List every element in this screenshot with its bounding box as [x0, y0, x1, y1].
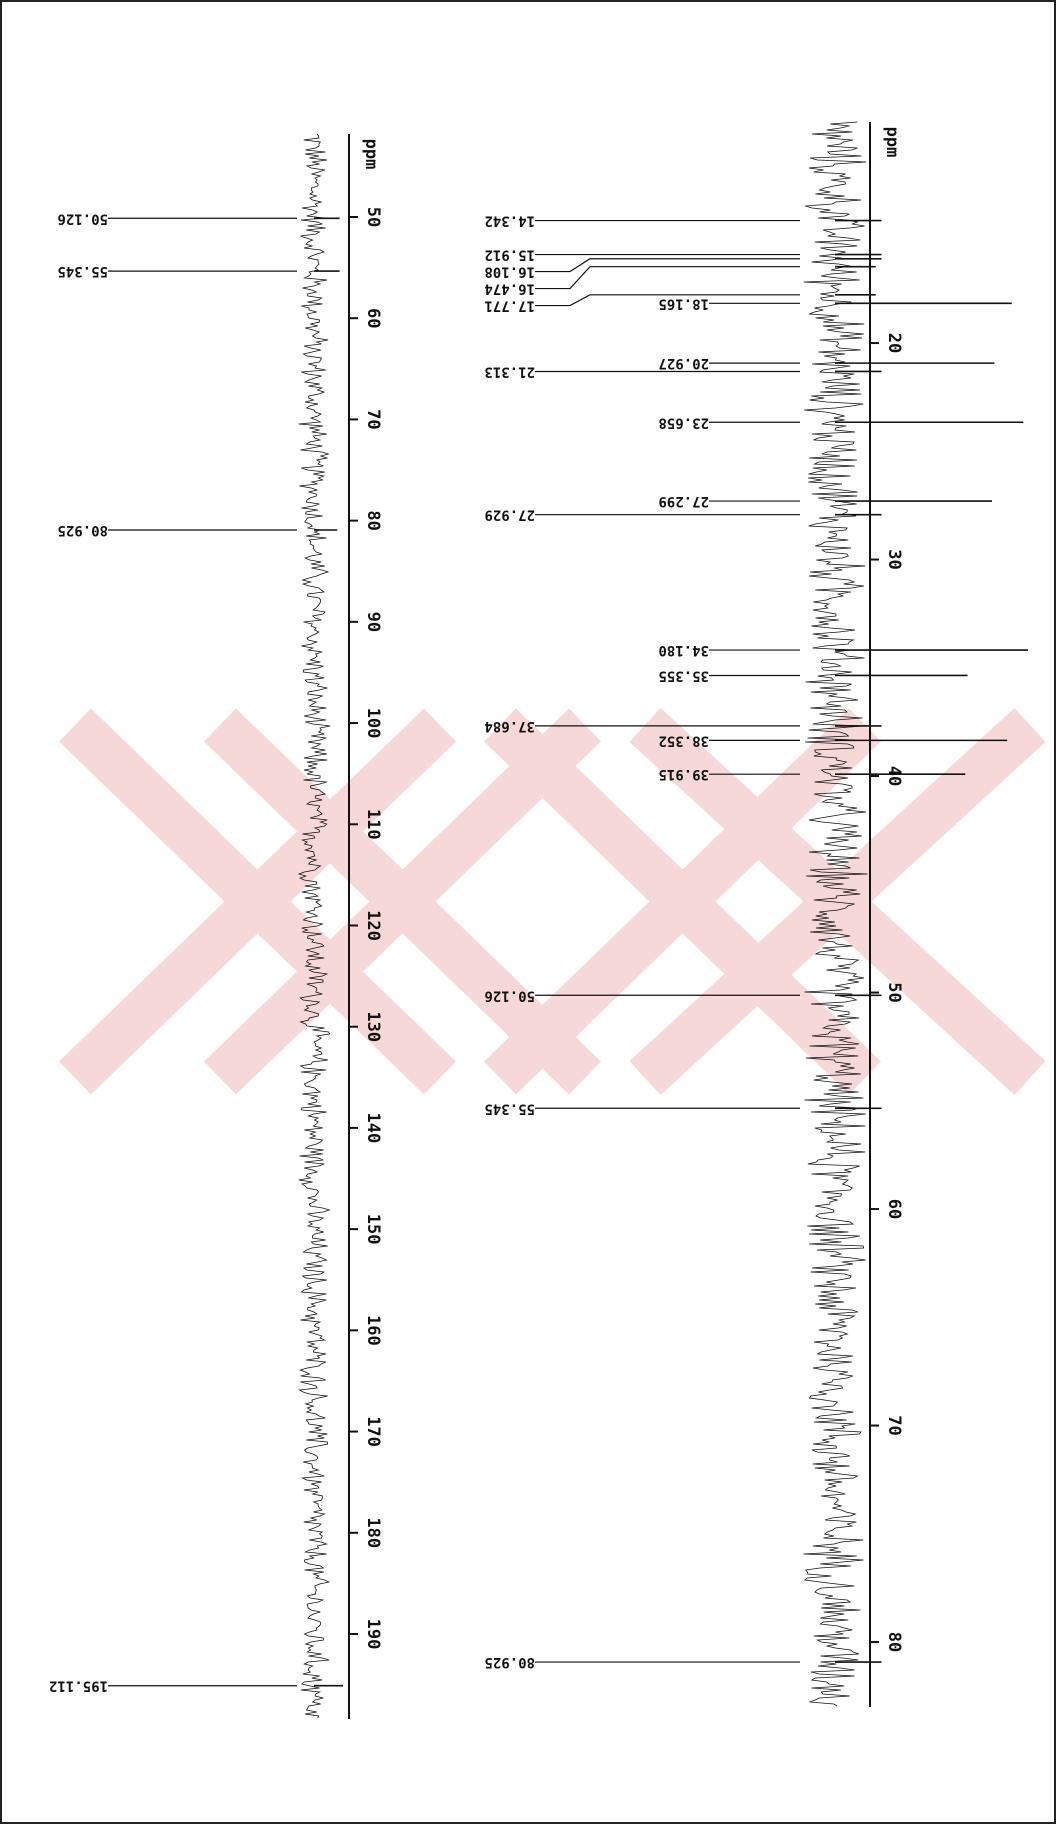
- peak-label: 14.342: [484, 213, 535, 229]
- peak-label: 16.474: [484, 281, 535, 297]
- peak-label: 18.165: [658, 295, 709, 311]
- peak-label: 20.927: [658, 355, 709, 371]
- spectrum-sheet: ppm 50 60 70 80 90 100 110 120 130 140 150 160 170 180…: [0, 0, 1056, 1824]
- x-tick-label: 120: [363, 910, 383, 941]
- peak-label: 50.126: [57, 210, 108, 226]
- x-tick-label: 20: [884, 333, 904, 353]
- peak-label: 39.915: [658, 766, 709, 782]
- peak-label: 27.929: [484, 507, 535, 523]
- peak-label: 195.112: [49, 1678, 108, 1694]
- peak-label: 50.126: [484, 987, 535, 1003]
- x-tick-label: 190: [363, 1619, 383, 1650]
- x-axis-label: ppm: [882, 127, 902, 158]
- x-tick-label: 80: [884, 1632, 904, 1652]
- x-tick-label: 60: [884, 1199, 904, 1219]
- x-tick-label: 70: [363, 409, 383, 429]
- page: ppm 50 60 70 80 90 100 110 120 130 140 150 160 170 180…: [0, 0, 1056, 1824]
- x-tick-label: 60: [363, 308, 383, 328]
- x-tick-label: 160: [363, 1315, 383, 1346]
- x-tick-label: 50: [884, 982, 904, 1002]
- peak-label: 55.345: [57, 263, 108, 279]
- peak-label: 23.658: [658, 414, 709, 430]
- peak-label: 35.355: [658, 667, 709, 683]
- x-tick-label: 70: [884, 1415, 904, 1435]
- x-tick-label: 90: [363, 612, 383, 632]
- x-tick-label: 140: [363, 1113, 383, 1144]
- peak-label: 80.925: [57, 522, 108, 538]
- peak-label: 21.313: [484, 363, 535, 379]
- x-tick-label: 80: [363, 510, 383, 530]
- peak-label: 38.352: [658, 732, 709, 748]
- x-tick-label: 180: [363, 1517, 383, 1548]
- peak-label: 55.345: [484, 1100, 535, 1116]
- peak-label: 27.299: [658, 493, 709, 509]
- x-tick-label: 130: [363, 1011, 383, 1042]
- x-tick-label: 110: [363, 809, 383, 840]
- x-tick-label: 100: [363, 708, 383, 739]
- x-tick-label: 50: [363, 207, 383, 227]
- x-axis-label: ppm: [361, 139, 381, 170]
- peak-label: 37.684: [484, 718, 535, 734]
- peak-label: 80.925: [484, 1654, 535, 1670]
- peak-label: 16.108: [484, 264, 535, 280]
- x-tick-label: 30: [884, 549, 904, 569]
- peak-label: 15.912: [484, 247, 535, 263]
- peak-label: 17.771: [484, 298, 535, 314]
- x-tick-label: 40: [884, 766, 904, 786]
- x-tick-label: 150: [363, 1214, 383, 1245]
- x-tick-label: 170: [363, 1416, 383, 1447]
- peak-label: 34.180: [658, 642, 709, 658]
